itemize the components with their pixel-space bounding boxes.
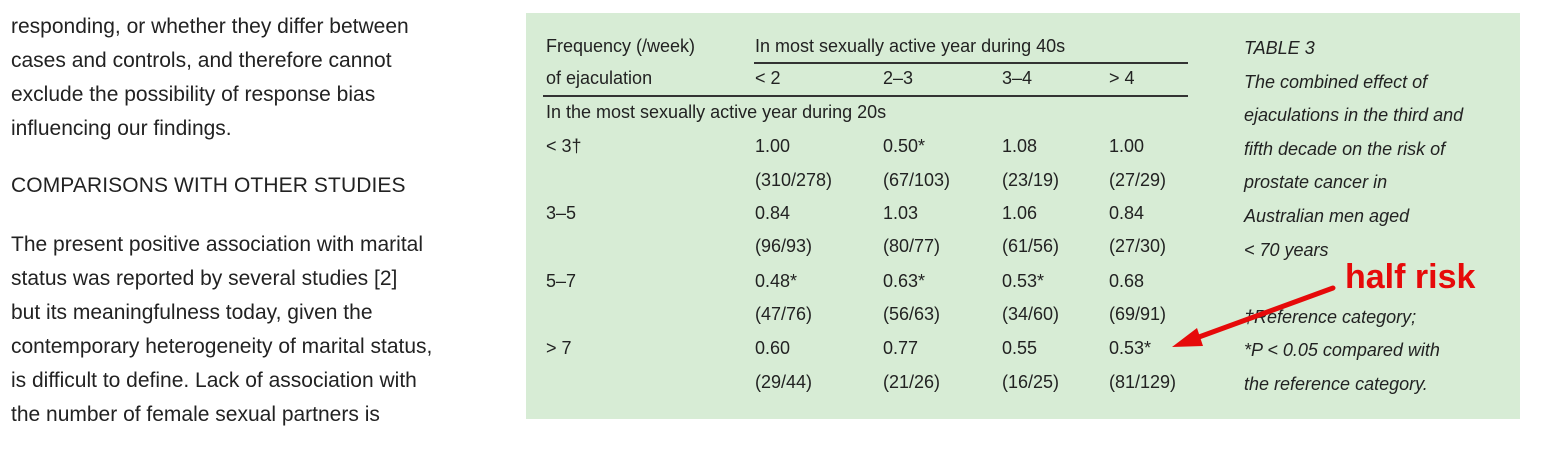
text-line: status was reported by several studies [… (11, 267, 398, 290)
column-header: < 2 (755, 68, 781, 88)
row-label: > 7 (546, 338, 572, 358)
paragraph-response-bias: responding, or whether they differ betwe… (11, 10, 501, 146)
column-group-rule (754, 62, 1188, 64)
text-line: is difficult to define. Lack of associat… (11, 369, 417, 392)
table-cell-count: (81/129) (1109, 372, 1177, 392)
table-cell-value: 1.00 (755, 136, 791, 156)
caption-title: TABLE 3 (1244, 38, 1315, 58)
table-cell-count: (69/91) (1109, 304, 1167, 324)
table-cell-count: (47/76) (755, 304, 813, 324)
text-line: exclude the possibility of response bias (11, 83, 376, 106)
section-heading: COMPARISONS WITH OTHER STUDIES (11, 174, 406, 197)
caption-footnote: *P < 0.05 compared with (1244, 340, 1440, 361)
column-header: > 4 (1109, 68, 1135, 88)
row-label: < 3† (546, 136, 582, 156)
column-group-header: In most sexually active year during 40s (755, 36, 1066, 56)
table-cell-value: 0.55 (1002, 338, 1038, 358)
table-cell-count: (34/60) (1002, 304, 1060, 324)
text-line: The present positive association with ma… (11, 233, 424, 256)
caption-line: Australian men aged (1244, 205, 1410, 226)
table-cell-value: 0.84 (755, 203, 791, 223)
row-label-header-line2: of ejaculation (546, 68, 653, 88)
caption-line: fifth decade on the risk of (1244, 138, 1446, 159)
table-cell-count: (61/56) (1002, 236, 1060, 256)
text-line: responding, or whether they differ betwe… (11, 15, 409, 38)
caption-line: prostate cancer in (1244, 172, 1388, 193)
column-header: 3–4 (1002, 68, 1033, 88)
caption-line: ejaculations in the third and (1244, 105, 1464, 126)
row-label: 5–7 (546, 271, 577, 291)
table-cell-value: 0.50* (883, 136, 926, 156)
table-cell-count: (96/93) (755, 236, 813, 256)
table-cell-value: 1.06 (1002, 203, 1038, 223)
table-cell-count: (67/103) (883, 170, 951, 190)
text-line: but its meaningfulness today, given the (11, 301, 373, 324)
row-label-header-line1: Frequency (/week) (546, 36, 696, 56)
text-line: contemporary heterogeneity of marital st… (11, 335, 433, 358)
text-line: the number of female sexual partners is (11, 403, 380, 426)
table-cell-value: 1.00 (1109, 136, 1145, 156)
caption-footnote: the reference category. (1244, 373, 1428, 394)
row-label: 3–5 (546, 203, 577, 223)
caption-footnote: †Reference category; (1244, 306, 1417, 327)
text-line: influencing our findings. (11, 117, 232, 140)
table-cell-value: 0.63* (883, 271, 926, 291)
body-text-column: responding, or whether they differ betwe… (11, 10, 501, 432)
table-cell-count: (80/77) (883, 236, 941, 256)
row-group-subheader: In the most sexually active year during … (546, 102, 887, 122)
table-cell-count: (23/19) (1002, 170, 1060, 190)
table-cell-count: (21/26) (883, 372, 941, 392)
table-cell-count: (27/29) (1109, 170, 1167, 190)
caption-line: < 70 years (1244, 239, 1329, 260)
column-header: 2–3 (883, 68, 914, 88)
table-3-panel: Frequency (/week) of ejaculation In most… (526, 13, 1520, 419)
table-cell-count: (310/278) (755, 170, 833, 190)
table-cell-value: 0.53* (1002, 271, 1045, 291)
table-caption: TABLE 3 The combined effect of ejaculati… (1244, 32, 1519, 402)
table-cell-count: (27/30) (1109, 236, 1167, 256)
table-cell-count: (16/25) (1002, 372, 1060, 392)
caption-line: The combined effect of (1244, 71, 1428, 92)
table-cell-count: (56/63) (883, 304, 941, 324)
paragraph-comparisons: The present positive association with ma… (11, 228, 501, 432)
half-risk-annotation: half risk (1345, 258, 1476, 296)
table-cell-value: 0.68 (1109, 271, 1145, 291)
table-cell-value: 0.48* (755, 271, 798, 291)
table-cell-value: 1.08 (1002, 136, 1038, 156)
table-cell-value: 1.03 (883, 203, 919, 223)
table-cell-value: 0.84 (1109, 203, 1145, 223)
text-line: cases and controls, and therefore cannot (11, 49, 392, 72)
table-cell-value-highlighted: 0.53* (1109, 338, 1152, 358)
table-cell-value: 0.77 (883, 338, 919, 358)
header-rule (543, 95, 1188, 97)
table-cell-value: 0.60 (755, 338, 791, 358)
table-cell-count: (29/44) (755, 372, 813, 392)
